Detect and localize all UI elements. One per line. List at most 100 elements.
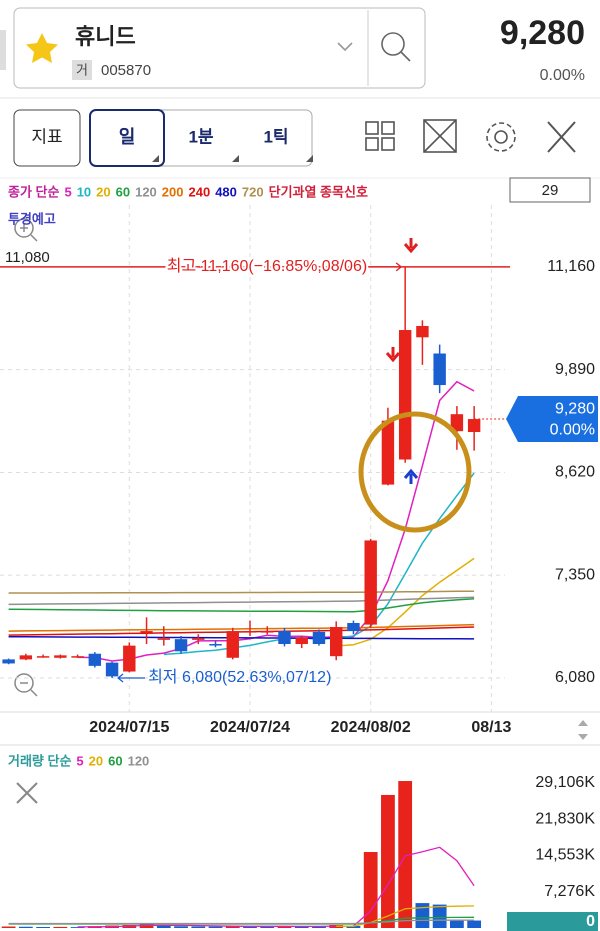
candle-body: [226, 631, 239, 658]
current-price: 9,280: [555, 400, 595, 417]
y-tick-label: 8,620: [555, 464, 595, 481]
dropdown-chevron[interactable]: [337, 42, 353, 52]
signal-arrow: [385, 347, 401, 363]
legend-entry: 10: [77, 184, 91, 199]
volume-bar: [243, 926, 257, 928]
edge-tab: [0, 30, 6, 70]
stock-code: 005870: [101, 62, 151, 79]
candle-body: [209, 644, 222, 646]
toolbar-button-label[interactable]: 1틱: [263, 127, 288, 146]
moving-average-line: [8, 623, 475, 632]
resize-handle[interactable]: [578, 720, 588, 740]
annotation-arrow: [369, 262, 403, 272]
layout-icon[interactable]: [365, 121, 395, 151]
y-tick-label: 11,160: [547, 258, 595, 275]
toolbar-button-label: 지표: [31, 127, 62, 146]
volume-bar: [467, 920, 482, 928]
legend-entry: 200: [162, 184, 184, 199]
x-tick-label: 2024/08/02: [331, 719, 411, 736]
y-tick-label: 6,080: [555, 669, 595, 686]
volume-bar: [312, 926, 326, 928]
favorite-star[interactable]: [26, 33, 58, 63]
volume-bar: [363, 852, 378, 928]
low-annotation: 최저 6,080(52.63%,07/12): [148, 668, 331, 686]
period-day[interactable]: [89, 109, 165, 167]
corner-label: 11,080: [5, 249, 50, 266]
volume-bar: [1, 926, 16, 928]
moving-average-line: [8, 635, 475, 640]
candle-body: [398, 330, 412, 460]
signal-label: 투경예고: [8, 211, 56, 226]
candle-body: [295, 637, 308, 645]
indicator-button[interactable]: [13, 109, 81, 167]
candle-body: [467, 419, 481, 432]
current-price-tag: [506, 396, 598, 443]
candle-body: [364, 540, 377, 625]
legend-entry: 240: [189, 184, 211, 199]
candle-body: [174, 639, 188, 652]
signal-arrow: [403, 468, 419, 484]
candle-body: [278, 631, 291, 645]
legend-entry: 20: [89, 753, 103, 768]
volume-bar: [398, 781, 413, 928]
volume-bar: [18, 926, 33, 928]
moving-average-line: [8, 596, 475, 606]
search-box[interactable]: [13, 7, 426, 89]
high-annotation: 최고 11,160(−16.85%,08/06): [167, 257, 367, 275]
volume-bar: [174, 926, 188, 928]
fullscreen-icon[interactable]: [423, 119, 457, 153]
settings-icon[interactable]: [486, 122, 516, 152]
candle-body: [88, 653, 102, 666]
count-box[interactable]: [509, 177, 591, 203]
tools-icon[interactable]: [547, 121, 576, 153]
toolbar-button-label: 일: [119, 127, 136, 147]
volume-bar: [432, 904, 447, 928]
y-tick-label: 29,106K: [535, 774, 595, 791]
y-tick-label: 9,890: [555, 361, 595, 378]
stock-name: 휴니드: [75, 24, 136, 49]
volume-bar: [381, 794, 395, 928]
candle-body: [261, 631, 274, 633]
legend-title: 종가 단순: [8, 184, 59, 199]
header-change: 0.00%: [540, 67, 585, 84]
candle-body: [19, 655, 33, 660]
market-badge: [72, 60, 92, 80]
candle-body: [416, 325, 429, 338]
candle-body: [347, 622, 360, 632]
candle-body: [140, 631, 153, 633]
candle-body: [105, 662, 119, 677]
volume-bar: [260, 926, 275, 928]
legend-entry: 480: [215, 184, 237, 199]
moving-average-line: [336, 557, 475, 647]
annotation-arrow: [117, 673, 146, 683]
candle-body: [123, 645, 136, 672]
volume-bar: [53, 926, 68, 928]
signal-arrow: [403, 238, 419, 254]
zoom-out[interactable]: [14, 673, 38, 697]
volume-bar: [415, 903, 430, 928]
volume-bar: [36, 927, 50, 928]
volume-bar: [346, 926, 361, 928]
candle-body: [71, 656, 84, 658]
y-tick-label: 7,276K: [544, 883, 595, 900]
moving-average-line: [8, 626, 475, 636]
volume-bar: [277, 926, 292, 928]
x-tick-label: 2024/07/15: [89, 719, 169, 736]
x-tick-label: 08/13: [471, 719, 511, 736]
toolbar-button-label[interactable]: 1분: [188, 127, 213, 146]
candle-body: [2, 659, 15, 664]
zoom-in[interactable]: [14, 218, 38, 242]
moving-average-line: [163, 472, 475, 656]
volume-bar: [225, 925, 240, 928]
moving-average-line: [77, 380, 475, 662]
search-button[interactable]: [381, 32, 411, 62]
close-volume[interactable]: [16, 782, 38, 804]
y-tick-label: 21,830K: [535, 810, 595, 827]
moving-average-line: [77, 846, 475, 928]
volume-bar: [70, 927, 85, 928]
volume-bar: [450, 919, 464, 928]
market-label: 거: [76, 62, 88, 77]
candle-body: [54, 655, 67, 658]
